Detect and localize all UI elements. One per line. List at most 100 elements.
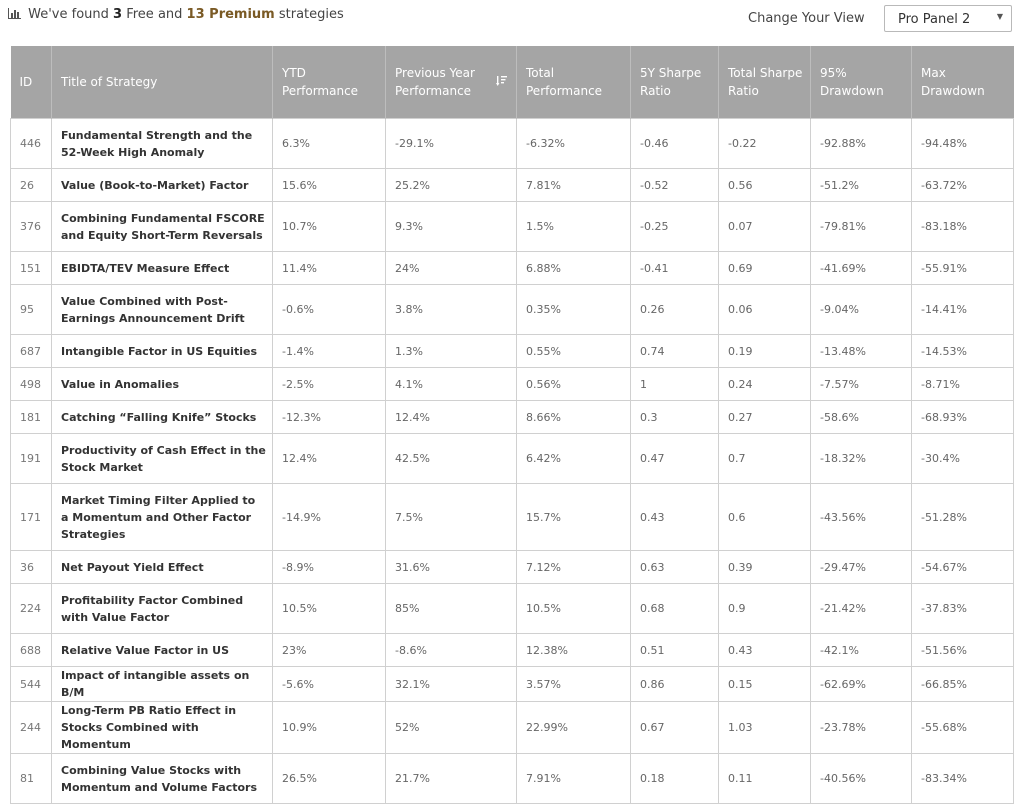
column-header-95-drawdown[interactable]: 95% Drawdown bbox=[810, 46, 912, 119]
cell-ytd: 11.4% bbox=[272, 251, 386, 285]
cell-ytd: -8.9% bbox=[272, 550, 386, 584]
cell-title[interactable]: Value (Book-to-Market) Factor bbox=[51, 168, 273, 202]
cell-title[interactable]: Catching “Falling Knife” Stocks bbox=[51, 400, 273, 434]
cell-total-sharpe: 0.07 bbox=[718, 201, 811, 252]
cell-5y-sharpe: -0.41 bbox=[630, 251, 719, 285]
cell-title[interactable]: Market Timing Filter Applied to a Moment… bbox=[51, 483, 273, 551]
cell-title[interactable]: Profitability Factor Combined with Value… bbox=[51, 583, 273, 634]
table-row[interactable]: 26 Value (Book-to-Market) Factor 15.6% 25.2… bbox=[10, 168, 1014, 202]
table-header-row: ID Title of Strategy YTD Performance Pre… bbox=[10, 46, 1014, 119]
cell-total-sharpe: 0.43 bbox=[718, 633, 811, 667]
table-row[interactable]: 224 Profitability Factor Combined with Va… bbox=[10, 583, 1014, 634]
cell-max-drawdown: -55.68% bbox=[911, 701, 1014, 754]
summary-free-label: Free and bbox=[126, 7, 183, 22]
cell-95-drawdown: -58.6% bbox=[810, 400, 912, 434]
cell-title[interactable]: Intangible Factor in US Equities bbox=[51, 334, 273, 368]
table-row[interactable]: 81 Combining Value Stocks with Momentum a… bbox=[10, 753, 1014, 804]
table-row[interactable]: 446 Fundamental Strength and the 52-Week … bbox=[10, 118, 1014, 169]
cell-total-sharpe: 0.69 bbox=[718, 251, 811, 285]
cell-previous-year: 3.8% bbox=[385, 284, 517, 335]
cell-previous-year: 32.1% bbox=[385, 666, 517, 702]
column-header-title[interactable]: Title of Strategy bbox=[51, 46, 273, 119]
cell-5y-sharpe: 0.26 bbox=[630, 284, 719, 335]
cell-id: 151 bbox=[10, 251, 52, 285]
cell-title[interactable]: Relative Value Factor in US bbox=[51, 633, 273, 667]
summary-prefix: We've found bbox=[28, 7, 109, 22]
table-row[interactable]: 244 Long-Term PB Ratio Effect in Stocks C… bbox=[10, 701, 1014, 754]
cell-max-drawdown: -54.67% bbox=[911, 550, 1014, 584]
cell-title[interactable]: Net Payout Yield Effect bbox=[51, 550, 273, 584]
results-summary: We've found 3 Free and 13 Premium strate… bbox=[8, 7, 344, 22]
table-row[interactable]: 376 Combining Fundamental FSCORE and Equi… bbox=[10, 201, 1014, 252]
cell-5y-sharpe: -0.25 bbox=[630, 201, 719, 252]
cell-total-sharpe: 0.9 bbox=[718, 583, 811, 634]
column-header-total-performance[interactable]: Total Performance bbox=[516, 46, 631, 119]
cell-title[interactable]: Fundamental Strength and the 52-Week Hig… bbox=[51, 118, 273, 169]
cell-previous-year: 1.3% bbox=[385, 334, 517, 368]
column-header-ytd[interactable]: YTD Performance bbox=[272, 46, 386, 119]
cell-total-sharpe: 0.15 bbox=[718, 666, 811, 702]
cell-previous-year: 4.1% bbox=[385, 367, 517, 401]
cell-95-drawdown: -79.81% bbox=[810, 201, 912, 252]
column-header-previous-year-label: Previous Year Performance bbox=[395, 66, 475, 98]
sort-descending-icon[interactable] bbox=[496, 75, 508, 87]
cell-max-drawdown: -51.56% bbox=[911, 633, 1014, 667]
table-row[interactable]: 544 Impact of intangible assets on B/M -5.… bbox=[10, 666, 1014, 702]
cell-max-drawdown: -14.41% bbox=[911, 284, 1014, 335]
cell-previous-year: -29.1% bbox=[385, 118, 517, 169]
cell-previous-year: 21.7% bbox=[385, 753, 517, 804]
cell-ytd: 10.7% bbox=[272, 201, 386, 252]
cell-title[interactable]: Value in Anomalies bbox=[51, 367, 273, 401]
cell-previous-year: 24% bbox=[385, 251, 517, 285]
column-header-5y-sharpe[interactable]: 5Y Sharpe Ratio bbox=[630, 46, 719, 119]
cell-title[interactable]: Productivity of Cash Effect in the Stock… bbox=[51, 433, 273, 484]
cell-5y-sharpe: 0.47 bbox=[630, 433, 719, 484]
cell-title[interactable]: EBIDTA/TEV Measure Effect bbox=[51, 251, 273, 285]
cell-id: 687 bbox=[10, 334, 52, 368]
cell-5y-sharpe: 0.3 bbox=[630, 400, 719, 434]
cell-total-sharpe: 0.27 bbox=[718, 400, 811, 434]
cell-95-drawdown: -42.1% bbox=[810, 633, 912, 667]
cell-id: 26 bbox=[10, 168, 52, 202]
strategies-table: ID Title of Strategy YTD Performance Pre… bbox=[10, 46, 1014, 804]
table-row[interactable]: 171 Market Timing Filter Applied to a Mom… bbox=[10, 483, 1014, 551]
table-row[interactable]: 498 Value in Anomalies -2.5% 4.1% 0.56% 1 0.24… bbox=[10, 367, 1014, 401]
cell-title[interactable]: Combining Fundamental FSCORE and Equity … bbox=[51, 201, 273, 252]
table-row[interactable]: 151 EBIDTA/TEV Measure Effect 11.4% 24% 6.88… bbox=[10, 251, 1014, 285]
cell-5y-sharpe: 1 bbox=[630, 367, 719, 401]
cell-max-drawdown: -63.72% bbox=[911, 168, 1014, 202]
cell-ytd: -5.6% bbox=[272, 666, 386, 702]
table-row[interactable]: 181 Catching “Falling Knife” Stocks -12.3%… bbox=[10, 400, 1014, 434]
table-row[interactable]: 95 Value Combined with Post-Earnings Anno… bbox=[10, 284, 1014, 335]
caret-down-icon: ▼ bbox=[996, 12, 1003, 21]
column-header-total-sharpe[interactable]: Total Sharpe Ratio bbox=[718, 46, 811, 119]
cell-total-performance: 22.99% bbox=[516, 701, 631, 754]
cell-title[interactable]: Value Combined with Post-Earnings Announ… bbox=[51, 284, 273, 335]
cell-previous-year: 31.6% bbox=[385, 550, 517, 584]
column-header-id[interactable]: ID bbox=[10, 46, 52, 119]
cell-title[interactable]: Impact of intangible assets on B/M bbox=[51, 666, 273, 702]
cell-ytd: -1.4% bbox=[272, 334, 386, 368]
cell-title[interactable]: Long-Term PB Ratio Effect in Stocks Comb… bbox=[51, 701, 273, 754]
cell-95-drawdown: -9.04% bbox=[810, 284, 912, 335]
cell-total-performance: 12.38% bbox=[516, 633, 631, 667]
table-row[interactable]: 191 Productivity of Cash Effect in the St… bbox=[10, 433, 1014, 484]
cell-total-performance: 0.55% bbox=[516, 334, 631, 368]
cell-ytd: 6.3% bbox=[272, 118, 386, 169]
cell-title[interactable]: Combining Value Stocks with Momentum and… bbox=[51, 753, 273, 804]
cell-5y-sharpe: 0.43 bbox=[630, 483, 719, 551]
cell-ytd: -2.5% bbox=[272, 367, 386, 401]
table-row[interactable]: 687 Intangible Factor in US Equities -1.4%… bbox=[10, 334, 1014, 368]
cell-previous-year: -8.6% bbox=[385, 633, 517, 667]
free-count: 3 bbox=[113, 7, 123, 22]
table-row[interactable]: 688 Relative Value Factor in US 23% -8.6% 12… bbox=[10, 633, 1014, 667]
view-select[interactable]: Pro Panel 2 ▼ bbox=[884, 5, 1012, 32]
cell-ytd: -0.6% bbox=[272, 284, 386, 335]
cell-ytd: -12.3% bbox=[272, 400, 386, 434]
table-row[interactable]: 36 Net Payout Yield Effect -8.9% 31.6% 7.12%… bbox=[10, 550, 1014, 584]
column-header-previous-year[interactable]: Previous Year Performance bbox=[385, 46, 517, 119]
cell-previous-year: 12.4% bbox=[385, 400, 517, 434]
cell-total-performance: -6.32% bbox=[516, 118, 631, 169]
cell-max-drawdown: -94.48% bbox=[911, 118, 1014, 169]
column-header-max-drawdown[interactable]: Max Drawdown bbox=[911, 46, 1014, 119]
